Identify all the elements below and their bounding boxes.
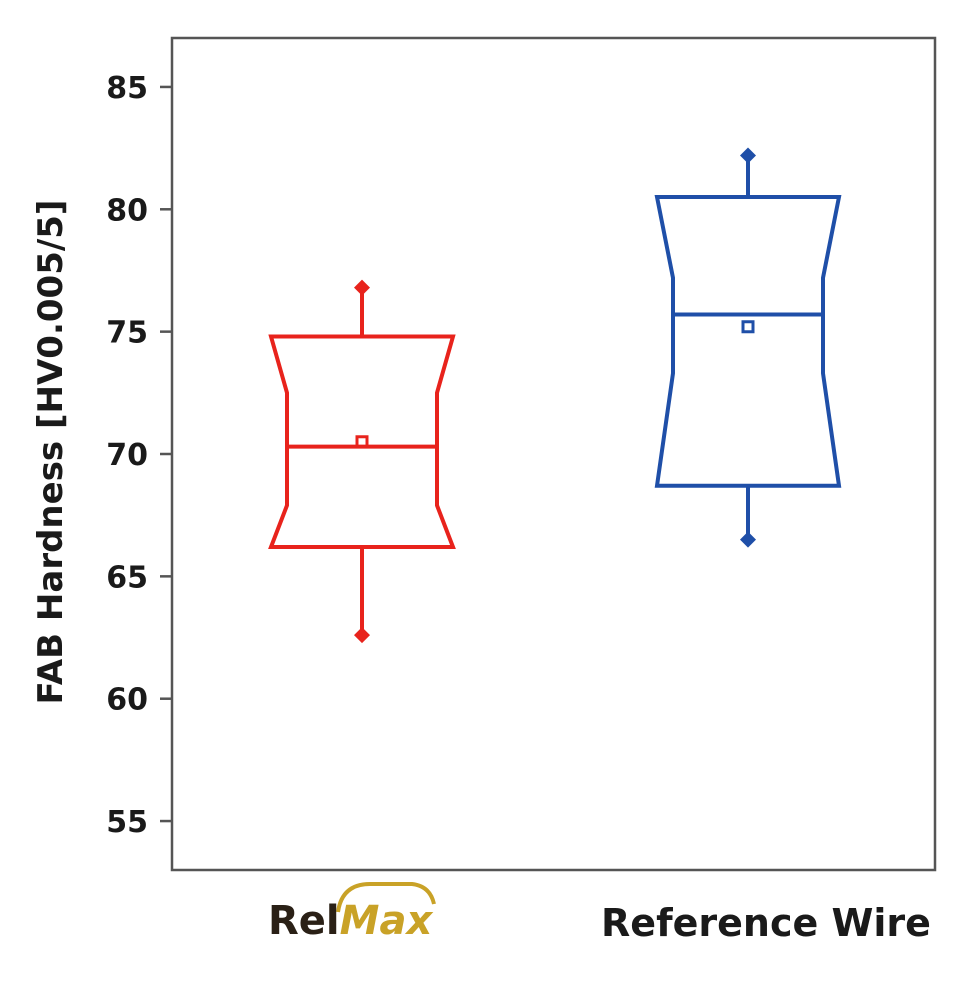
- relmax-logo: RelMax: [268, 882, 436, 944]
- mean-marker-reference-wire: [741, 320, 755, 334]
- relmax-logo-rel: Rel: [268, 898, 340, 944]
- y-tick-label-75: 75: [106, 316, 148, 351]
- y-axis: 55 60 65 70 75 80 85: [106, 71, 172, 840]
- y-axis-title: FAB Hardness [HV0.005/5]: [31, 200, 71, 705]
- y-tick-label-60: 60: [106, 683, 148, 718]
- box-reference-wire: [654, 147, 842, 548]
- whisker-end-lower-relmax: [354, 627, 370, 644]
- box-body-reference-wire: [654, 195, 842, 488]
- box-relmax: [268, 279, 456, 644]
- boxes: [268, 147, 842, 644]
- y-tick-label-70: 70: [106, 438, 148, 473]
- whisker-end-lower-reference-wire: [740, 531, 756, 548]
- relmax-logo-max: Max: [340, 898, 434, 944]
- y-tick-label-55: 55: [106, 805, 148, 840]
- svg-text:RelMax: RelMax: [268, 898, 433, 944]
- box-body-relmax: [268, 334, 456, 549]
- whisker-end-upper-reference-wire: [740, 147, 756, 164]
- y-tick-label-85: 85: [106, 71, 148, 106]
- mean-marker-relmax: [355, 435, 369, 449]
- y-tick-label-80: 80: [106, 193, 148, 228]
- y-tick-label-65: 65: [106, 560, 148, 595]
- whisker-end-upper-relmax: [354, 279, 370, 296]
- category-label-reference-wire: Reference Wire: [601, 901, 931, 945]
- relmax-logo-swoosh: [336, 882, 436, 913]
